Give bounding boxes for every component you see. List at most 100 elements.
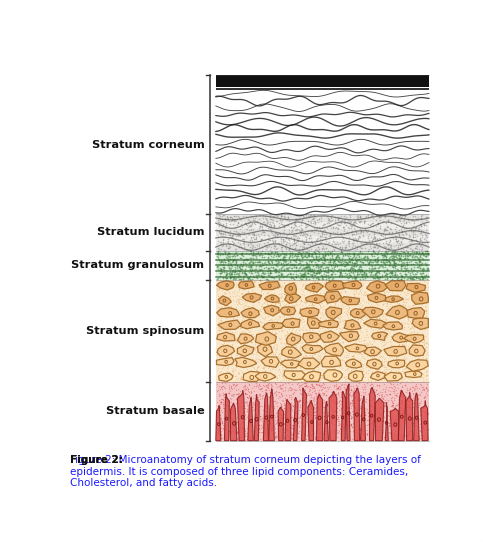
Point [292, 364, 299, 372]
Point [284, 301, 292, 309]
Point [404, 248, 412, 257]
Point [266, 419, 274, 428]
Point [235, 275, 242, 283]
Point [348, 407, 355, 416]
Point [222, 299, 229, 308]
Point [375, 296, 383, 305]
Point [282, 318, 290, 327]
Point [280, 250, 288, 259]
Point [369, 227, 376, 236]
Point [305, 317, 313, 325]
Point [396, 285, 403, 293]
Point [273, 317, 281, 325]
Point [321, 389, 328, 397]
Point [284, 340, 292, 349]
Point [374, 257, 382, 266]
Point [323, 418, 331, 427]
Point [340, 223, 348, 231]
Point [288, 278, 296, 286]
Point [420, 221, 428, 230]
Point [239, 372, 246, 381]
Point [364, 225, 372, 234]
Point [227, 328, 235, 337]
Point [219, 221, 227, 229]
Point [413, 259, 421, 268]
Point [421, 287, 428, 295]
Point [346, 422, 354, 430]
Point [407, 318, 415, 327]
Point [226, 231, 233, 240]
Point [227, 332, 234, 340]
Point [296, 396, 303, 404]
Point [267, 346, 274, 355]
Point [249, 403, 256, 411]
Point [221, 397, 229, 406]
Point [361, 408, 369, 416]
Point [324, 273, 332, 282]
Point [396, 389, 404, 397]
Point [236, 262, 244, 270]
Point [350, 399, 357, 408]
Point [394, 236, 402, 245]
Point [416, 285, 424, 293]
Point [282, 416, 290, 424]
Point [306, 211, 314, 220]
Point [342, 398, 350, 407]
Point [340, 217, 347, 226]
Point [284, 221, 292, 229]
Point [360, 338, 368, 347]
Point [214, 427, 222, 436]
Point [337, 430, 344, 439]
Point [257, 415, 265, 423]
Point [393, 325, 400, 334]
Point [265, 300, 273, 309]
Point [235, 298, 243, 306]
Point [350, 265, 357, 274]
Point [394, 431, 401, 440]
Point [352, 332, 360, 340]
Point [305, 328, 313, 337]
Point [309, 324, 316, 332]
Point [291, 235, 298, 244]
Point [298, 224, 305, 233]
Point [395, 230, 402, 239]
Point [389, 416, 397, 424]
Point [242, 245, 249, 254]
Point [307, 411, 315, 420]
Point [395, 257, 403, 266]
Point [327, 265, 335, 274]
Point [320, 398, 327, 406]
Point [261, 330, 269, 338]
Point [415, 415, 423, 424]
Point [398, 278, 406, 286]
Point [316, 297, 324, 306]
Point [399, 308, 407, 317]
Point [309, 268, 317, 276]
Point [267, 211, 274, 220]
Point [248, 415, 256, 423]
Point [238, 289, 246, 298]
Point [294, 369, 302, 378]
Point [260, 395, 268, 404]
Point [296, 249, 304, 258]
Polygon shape [284, 293, 301, 304]
Point [245, 433, 253, 442]
Point [264, 235, 271, 243]
Point [236, 294, 243, 303]
Point [417, 406, 425, 415]
Point [282, 243, 289, 252]
Point [233, 423, 241, 432]
Point [272, 309, 280, 318]
Point [282, 301, 289, 309]
Point [300, 344, 308, 352]
Point [353, 283, 361, 292]
Point [278, 255, 286, 263]
Point [300, 248, 308, 257]
Point [264, 401, 271, 409]
Point [279, 235, 287, 244]
Point [213, 429, 221, 438]
Point [220, 255, 228, 264]
Point [240, 280, 248, 288]
Point [376, 433, 384, 442]
Point [235, 286, 243, 294]
